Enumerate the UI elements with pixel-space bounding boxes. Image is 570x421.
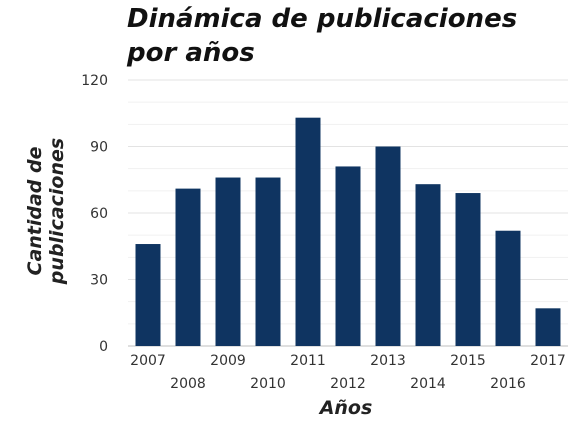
bar-2015 bbox=[455, 193, 481, 346]
bar-2017 bbox=[535, 308, 561, 346]
x-tick-label: 2013 bbox=[370, 353, 406, 369]
bar-2009 bbox=[215, 177, 241, 346]
y-axis-title: Cantidad de publicaciones bbox=[24, 138, 68, 285]
bar-2011 bbox=[295, 117, 321, 346]
y-tick-label: 60 bbox=[90, 206, 108, 222]
bar-2016 bbox=[495, 230, 521, 346]
y-tick-label: 30 bbox=[90, 273, 108, 289]
y-tick-labels: 0 30 60 90 120 bbox=[81, 73, 108, 355]
x-tick-labels: 2007200820092010201120122013201420152016… bbox=[130, 353, 566, 392]
bar-2013 bbox=[375, 146, 401, 346]
y-axis-title-line-1: Cantidad de bbox=[24, 146, 46, 275]
bars bbox=[135, 117, 561, 346]
x-tick-label: 2012 bbox=[330, 376, 366, 392]
chart-title: Dinámica de publicaciones por años bbox=[127, 4, 518, 68]
x-tick-label: 2015 bbox=[450, 353, 486, 369]
x-tick-label: 2014 bbox=[410, 376, 446, 392]
y-axis-title-line-2: publicaciones bbox=[46, 138, 68, 285]
y-tick-label: 0 bbox=[99, 339, 108, 355]
x-axis-title: Años bbox=[318, 397, 373, 419]
x-tick-label: 2011 bbox=[290, 353, 326, 369]
x-tick-label: 2016 bbox=[490, 376, 526, 392]
x-tick-label: 2008 bbox=[170, 376, 206, 392]
bar-2008 bbox=[175, 188, 201, 346]
y-tick-label: 120 bbox=[81, 73, 108, 89]
x-tick-label: 2010 bbox=[250, 376, 286, 392]
bar-2012 bbox=[335, 166, 361, 346]
x-tick-label: 2017 bbox=[530, 353, 566, 369]
x-tick-label: 2007 bbox=[130, 353, 166, 369]
y-tick-label: 90 bbox=[90, 140, 108, 156]
bar-2010 bbox=[255, 177, 281, 346]
bar-2014 bbox=[415, 184, 441, 346]
bar-2007 bbox=[135, 244, 161, 346]
x-tick-label: 2009 bbox=[210, 353, 246, 369]
